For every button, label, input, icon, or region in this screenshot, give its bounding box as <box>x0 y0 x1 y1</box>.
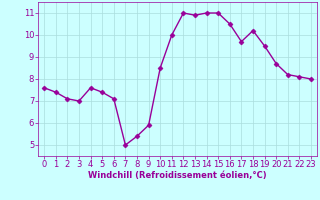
X-axis label: Windchill (Refroidissement éolien,°C): Windchill (Refroidissement éolien,°C) <box>88 171 267 180</box>
